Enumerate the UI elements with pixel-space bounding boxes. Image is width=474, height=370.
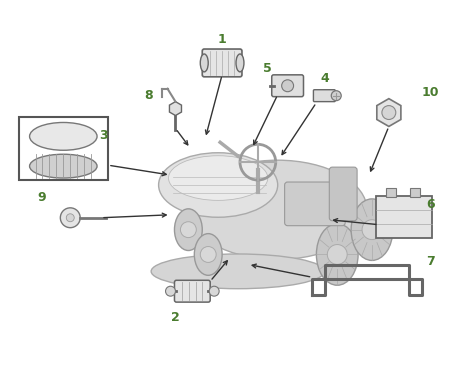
Ellipse shape	[236, 54, 244, 72]
Ellipse shape	[29, 154, 97, 178]
Polygon shape	[169, 102, 182, 115]
Circle shape	[282, 80, 293, 92]
Circle shape	[362, 220, 382, 240]
Ellipse shape	[151, 254, 325, 289]
Text: 2: 2	[171, 310, 180, 323]
Text: 5: 5	[264, 63, 272, 75]
FancyBboxPatch shape	[329, 167, 357, 221]
Circle shape	[165, 286, 175, 296]
FancyBboxPatch shape	[376, 196, 431, 238]
Text: 9: 9	[37, 191, 46, 204]
Text: 6: 6	[426, 198, 435, 211]
Text: 8: 8	[145, 89, 153, 102]
Text: 3: 3	[99, 129, 107, 142]
FancyBboxPatch shape	[386, 188, 396, 197]
FancyBboxPatch shape	[174, 280, 210, 302]
Circle shape	[209, 286, 219, 296]
Text: 1: 1	[218, 33, 227, 46]
Ellipse shape	[317, 224, 358, 285]
FancyBboxPatch shape	[202, 49, 242, 77]
Ellipse shape	[174, 209, 202, 250]
Ellipse shape	[194, 233, 222, 275]
Ellipse shape	[188, 160, 367, 259]
Text: 10: 10	[422, 86, 439, 99]
Ellipse shape	[29, 122, 97, 150]
Circle shape	[60, 208, 80, 228]
Text: 7: 7	[426, 255, 435, 268]
Circle shape	[331, 91, 341, 101]
Text: 4: 4	[320, 72, 328, 85]
Circle shape	[328, 245, 347, 265]
Ellipse shape	[201, 54, 208, 72]
Ellipse shape	[351, 199, 393, 260]
Circle shape	[382, 105, 396, 120]
Ellipse shape	[159, 153, 278, 217]
FancyBboxPatch shape	[410, 188, 419, 197]
Polygon shape	[377, 99, 401, 127]
FancyBboxPatch shape	[313, 90, 335, 102]
FancyBboxPatch shape	[272, 75, 303, 97]
Circle shape	[181, 222, 196, 238]
Circle shape	[201, 246, 216, 262]
Ellipse shape	[169, 156, 268, 201]
FancyBboxPatch shape	[285, 182, 345, 226]
Circle shape	[66, 214, 74, 222]
FancyBboxPatch shape	[18, 117, 108, 180]
